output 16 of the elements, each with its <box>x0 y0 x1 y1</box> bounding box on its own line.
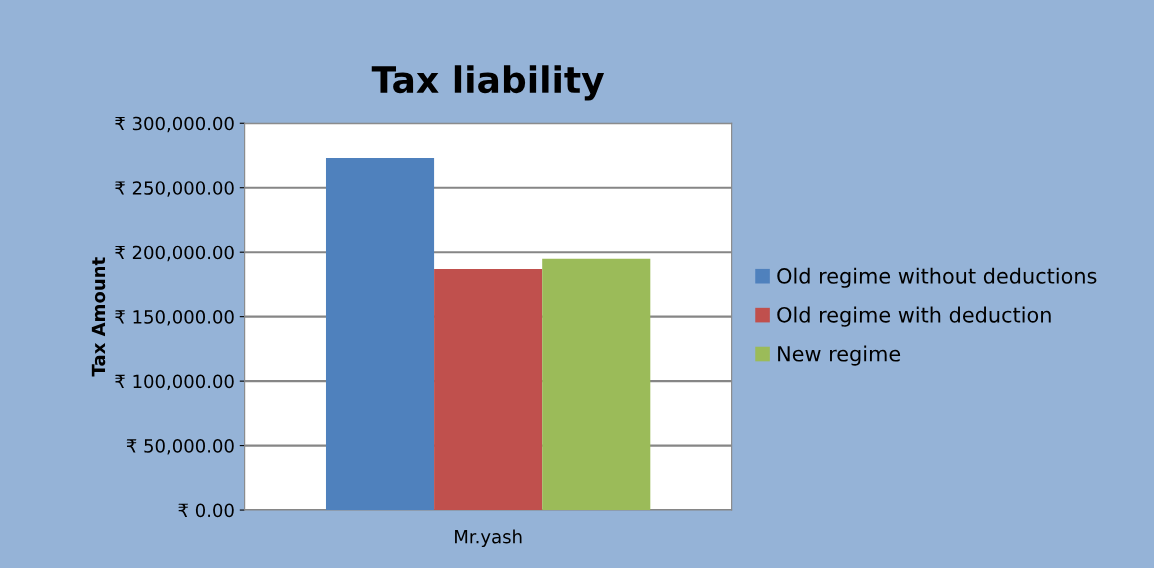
y-tick-label: ₹ 250,000.00 <box>115 181 234 197</box>
chart-title: Tax liability <box>371 65 605 101</box>
legend-label: New regime <box>778 345 901 366</box>
y-tick-label: ₹ 100,000.00 <box>115 374 234 391</box>
bar <box>434 268 543 511</box>
y-tick-label: ₹ 0.00 <box>178 503 234 518</box>
bar <box>542 258 651 511</box>
y-tick-label: ₹ 300,000.00 <box>115 116 234 133</box>
legend-label: Old regime without deductions <box>777 267 1097 288</box>
bar <box>325 158 435 511</box>
y-tick-label: ₹ 150,000.00 <box>115 310 234 326</box>
y-tick-label: ₹ 50,000.00 <box>126 439 234 455</box>
y-tick-label: ₹ 200,000.00 <box>115 245 234 262</box>
x-tick-label: Mr.yash <box>455 529 522 547</box>
legend-label: Old regime with deduction <box>777 306 1051 327</box>
y-axis-title: Tax Amount <box>91 257 106 377</box>
